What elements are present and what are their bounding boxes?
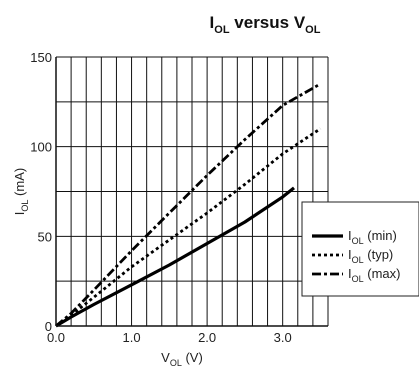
- axes: 0.0 1.0 2.0 3.0 0 50 100 150 VOL (V) IOL (mA): [12, 50, 328, 368]
- y-tick-label: 100: [30, 140, 52, 155]
- legend-label-3: IOL (max): [348, 266, 400, 284]
- series-lines: [55, 82, 322, 328]
- x-tick-label: 2.0: [198, 330, 216, 345]
- title-main-sub: OL: [214, 24, 230, 36]
- legend-box: [301, 201, 419, 297]
- legend: IOL (min)IOL (typ)IOL (max): [301, 201, 419, 297]
- x-tick-label: 3.0: [274, 330, 292, 345]
- grid: [56, 56, 329, 326]
- title-mid: versus V: [230, 13, 306, 32]
- legend-label-2: IOL (typ): [348, 247, 393, 265]
- x-tick-label: 1.0: [123, 330, 141, 345]
- legend-label-1: IOL (min): [348, 228, 397, 246]
- y-tick-label: 150: [30, 50, 52, 65]
- x-axis-label: VOL (V): [161, 350, 203, 368]
- chart-title: IOL versus VOL: [210, 13, 321, 36]
- title-end-sub: OL: [305, 24, 321, 36]
- series-line-1: [55, 186, 295, 328]
- series-line-2: [55, 127, 322, 328]
- series-line-3: [55, 82, 322, 328]
- y-tick-label: 50: [38, 229, 52, 244]
- title-main: I: [210, 13, 215, 32]
- x-tick-label: 0.0: [47, 330, 65, 345]
- y-axis-label: IOL (mA): [12, 168, 30, 215]
- y-tick-label: 0: [45, 319, 52, 334]
